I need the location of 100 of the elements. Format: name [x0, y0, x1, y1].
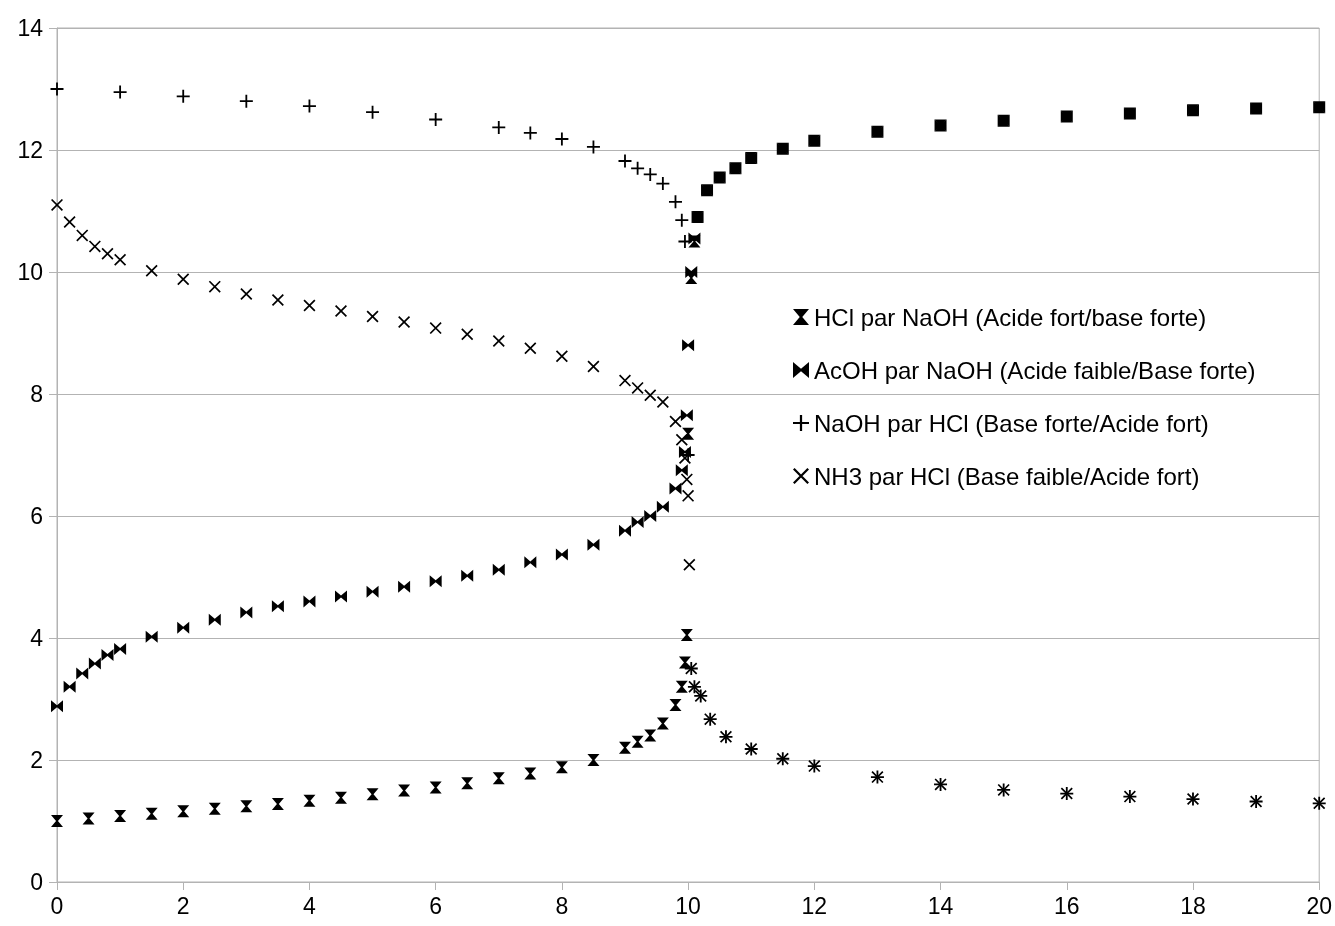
point: [669, 699, 682, 712]
point: [555, 350, 568, 363]
x-tick-label: 6: [429, 892, 443, 919]
point: [177, 621, 190, 634]
point: [366, 788, 379, 801]
point: [76, 667, 89, 680]
point: [63, 680, 76, 693]
point: [51, 700, 63, 713]
point: [656, 395, 669, 408]
point: [675, 680, 688, 693]
y-tick-label: 0: [30, 869, 43, 895]
x-tick-label: 20: [1306, 892, 1333, 919]
legend-label: HCl par NaOH (Acide fort/base forte): [814, 303, 1207, 331]
legend-label: NH3 par HCl (Base faible/Acide fort): [814, 462, 1200, 490]
point: [492, 772, 505, 785]
point: [587, 360, 600, 373]
point: [177, 273, 190, 286]
point: [76, 229, 89, 242]
point: [631, 161, 645, 175]
point: [675, 464, 688, 477]
point: [145, 264, 158, 277]
point: [675, 213, 689, 227]
point: [644, 729, 657, 742]
point: [683, 558, 696, 571]
point: [682, 339, 695, 352]
point: [88, 657, 101, 670]
point: [176, 89, 190, 103]
x-tick-label: 10: [675, 892, 701, 919]
point: [587, 754, 600, 766]
point: [680, 409, 693, 422]
point: [335, 791, 347, 804]
legend-label: AcOH par NaOH (Acide faible/Base forte): [814, 356, 1256, 384]
point: [555, 761, 568, 774]
point: [523, 126, 537, 140]
point: [429, 575, 442, 588]
point: [631, 516, 644, 529]
point: [682, 489, 695, 502]
point: [524, 342, 537, 355]
point: [429, 781, 442, 794]
point: [114, 253, 127, 266]
point: [398, 580, 411, 593]
x-tick-label: 16: [1053, 892, 1080, 919]
point: [644, 389, 657, 402]
point: [50, 82, 64, 96]
point: [145, 630, 158, 643]
point: [644, 510, 657, 522]
x-tick-label: 14: [927, 892, 954, 919]
point: [682, 427, 695, 440]
point: [492, 334, 505, 347]
point: [398, 316, 411, 329]
point: [669, 415, 682, 428]
point: [656, 500, 669, 513]
point: [675, 433, 688, 446]
point: [239, 94, 253, 108]
point: [461, 777, 474, 790]
point: [303, 595, 316, 608]
point: [114, 810, 127, 823]
point: [335, 590, 347, 603]
point: [680, 628, 693, 641]
point: [678, 452, 691, 465]
y-tick-label: 10: [17, 259, 43, 285]
point: [492, 563, 505, 576]
point: [366, 310, 379, 323]
point: [643, 167, 657, 181]
point: [461, 569, 474, 582]
point: [240, 800, 253, 813]
point: [555, 548, 568, 561]
point: [618, 154, 632, 168]
point: [208, 802, 221, 815]
point: [303, 299, 316, 312]
y-tick-label: 4: [30, 625, 44, 651]
point: [587, 538, 600, 551]
y-tick-label: 6: [30, 503, 43, 529]
point: [208, 613, 221, 626]
x-tick-label: 4: [303, 892, 317, 919]
point: [366, 585, 379, 598]
point: [669, 482, 682, 495]
point: [145, 807, 158, 820]
point: [656, 717, 669, 730]
point: [685, 266, 698, 278]
point: [524, 767, 537, 780]
point: [631, 735, 644, 748]
point: [271, 797, 284, 810]
point: [51, 815, 63, 827]
y-tick-label: 14: [17, 15, 44, 41]
point: [618, 524, 631, 537]
point: [101, 649, 114, 662]
point: [113, 85, 127, 99]
x-tick-label: 0: [50, 892, 64, 919]
point: [555, 132, 569, 146]
point: [303, 794, 316, 807]
point: [240, 606, 253, 619]
x-tick-label: 12: [801, 892, 828, 919]
y-tick-label: 2: [30, 747, 43, 773]
y-tick-label: 12: [17, 137, 43, 163]
point: [461, 328, 474, 341]
point: [177, 805, 190, 818]
point: [208, 280, 221, 293]
x-tick-label: 8: [555, 892, 569, 919]
point: [618, 741, 631, 754]
